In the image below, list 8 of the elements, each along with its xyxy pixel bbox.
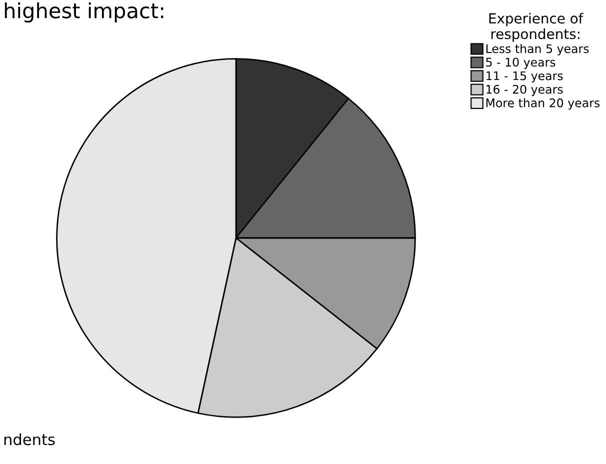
- chart-title: highest impact:: [4, 2, 164, 22]
- legend-label: 5 - 10 years: [486, 58, 556, 69]
- legend-label: More than 20 years: [486, 98, 600, 110]
- legend-title: Experience of respondents:: [489, 12, 584, 42]
- legend-label: 11 - 15 years: [486, 71, 563, 83]
- text: ndents: [4, 433, 55, 446]
- legend-label: Less than 5 years: [486, 44, 589, 56]
- legend-label: 16 - 20 years: [486, 84, 563, 96]
